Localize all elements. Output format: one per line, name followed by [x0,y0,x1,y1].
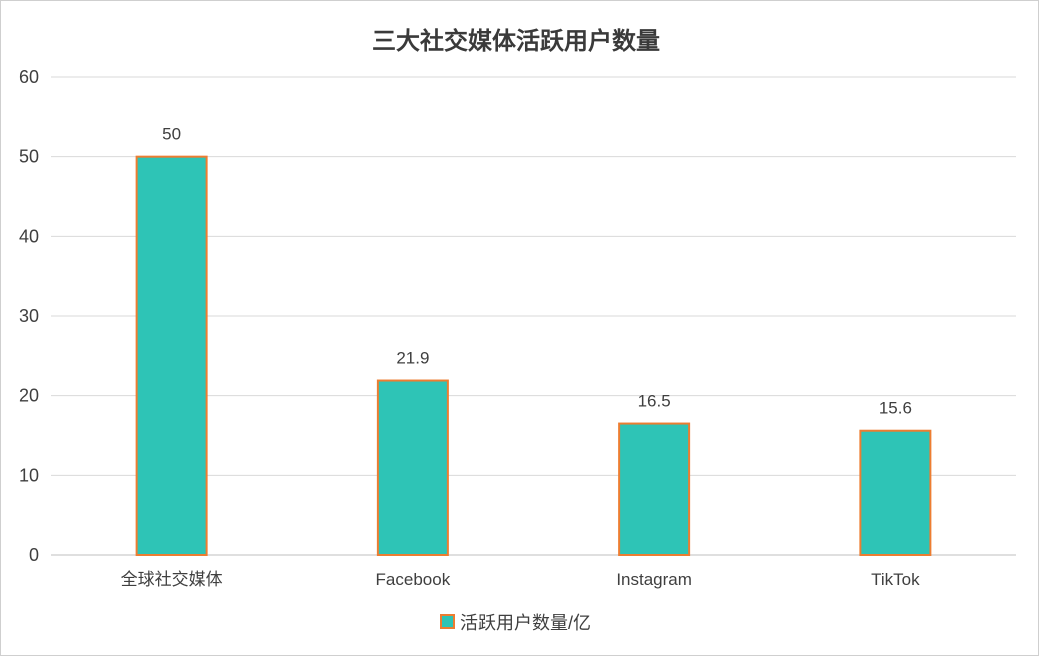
y-tick-label: 0 [29,545,39,565]
y-tick-label: 10 [19,465,39,485]
y-tick-label: 20 [19,386,39,406]
data-label: 16.5 [638,392,671,411]
x-category-label: Facebook [376,570,451,589]
y-axis-ticks: 0 10 20 30 40 50 60 [19,67,39,565]
bar[interactable] [618,422,691,556]
bar-chart: 三大社交媒体活跃用户数量 0 10 20 30 40 50 60 50 21.9 16.5 15.… [19,27,1016,633]
data-labels: 50 21.9 16.5 15.6 [162,125,912,418]
chart-title: 三大社交媒体活跃用户数量 [372,27,660,55]
bar[interactable] [376,379,449,556]
legend[interactable]: 活跃用户数量/亿 [440,613,591,633]
bars [135,155,932,557]
gridlines [51,76,1016,556]
y-tick-label: 40 [19,226,39,246]
bar[interactable] [859,429,932,556]
x-category-label: TikTok [871,570,920,589]
bar[interactable] [135,155,208,557]
x-axis-categories: 全球社交媒体 Facebook Instagram TikTok [121,570,920,589]
legend-swatch [440,614,455,629]
x-category-label: 全球社交媒体 [121,570,223,589]
data-label: 15.6 [879,399,912,418]
data-label: 21.9 [396,349,429,368]
y-tick-label: 30 [19,306,39,326]
y-tick-label: 50 [19,147,39,167]
data-label: 50 [162,125,181,144]
x-category-label: Instagram [616,570,692,589]
legend-label: 活跃用户数量/亿 [460,613,591,633]
y-tick-label: 60 [19,67,39,87]
